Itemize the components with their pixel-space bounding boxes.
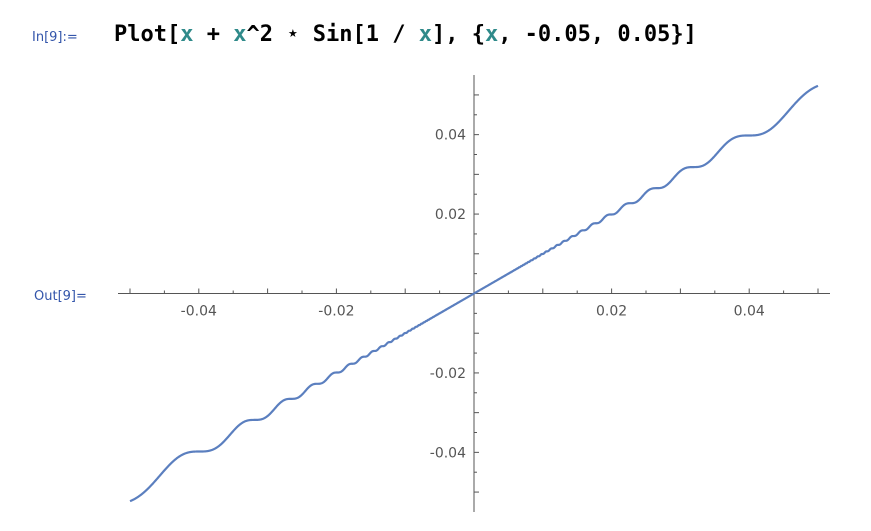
output-cell-label: Out[9]= [34, 289, 87, 304]
input-variable-token: x [180, 22, 194, 47]
y-tick-label: -0.02 [430, 366, 466, 382]
x-tick-label: -0.02 [318, 304, 354, 320]
input-code-token: ], { [431, 22, 485, 47]
input-code-token: , -0.05, 0.05}] [498, 22, 697, 47]
function-curve [129, 84, 819, 503]
input-code-token: ^2 [246, 22, 287, 47]
input-cell-label: In[9]:= [32, 30, 78, 45]
input-variable-token: x [484, 22, 499, 47]
input-code-token: Plot[ [114, 22, 181, 47]
input-expression[interactable]: Plot[x + x^2 ⋆ Sin[1 / x], {x, -0.05, 0.… [114, 22, 697, 47]
input-code-token: Sin[1 / [299, 22, 419, 47]
y-tick-label: -0.04 [430, 445, 466, 461]
input-variable-token: x [233, 22, 247, 47]
y-tick-label: 0.02 [435, 207, 466, 223]
x-tick-label: 0.02 [596, 304, 627, 320]
input-code-token: ⋆ [286, 22, 300, 47]
x-tick-label: -0.04 [181, 304, 217, 320]
x-tick-label: 0.04 [734, 304, 765, 320]
input-code-token: + [193, 22, 234, 47]
input-variable-token: x [418, 22, 432, 47]
y-tick-label: 0.04 [435, 128, 466, 144]
